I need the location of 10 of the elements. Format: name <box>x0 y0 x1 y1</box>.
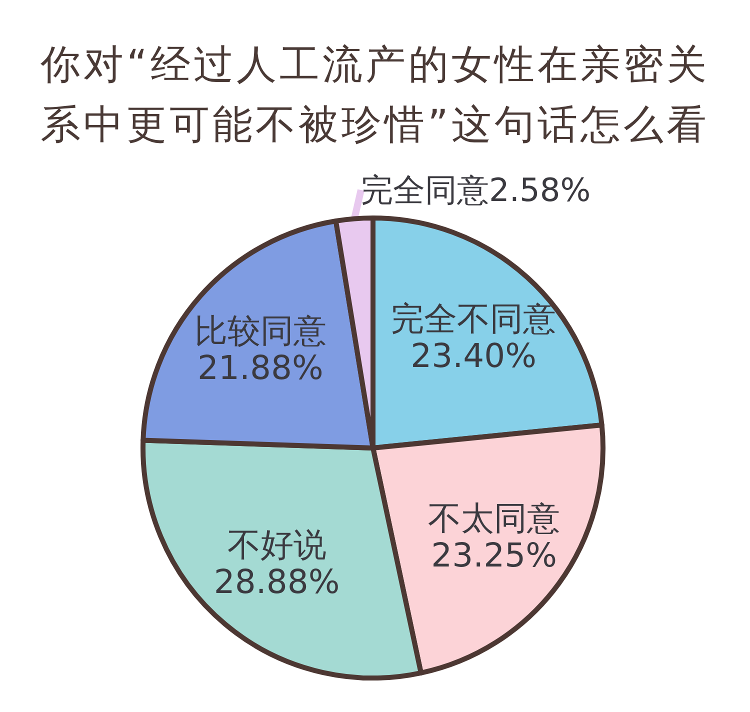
chart-title: 你对“经过人工流产的女性在亲密关系中更可能不被珍惜”这句话怎么看 <box>40 41 710 150</box>
slice-label: 完全同意2.58% <box>361 171 591 209</box>
data-label: 23.25% <box>431 535 558 574</box>
slice-label: 不太同意 <box>428 498 560 538</box>
data-label: 28.88% <box>214 562 340 601</box>
slice-label: 完全不同意 <box>391 298 556 338</box>
data-label: 21.88% <box>198 348 324 388</box>
data-label: 23.40% <box>410 336 536 375</box>
slice-label: 不好说 <box>227 524 326 564</box>
slice-label: 比较同意 <box>194 311 326 350</box>
